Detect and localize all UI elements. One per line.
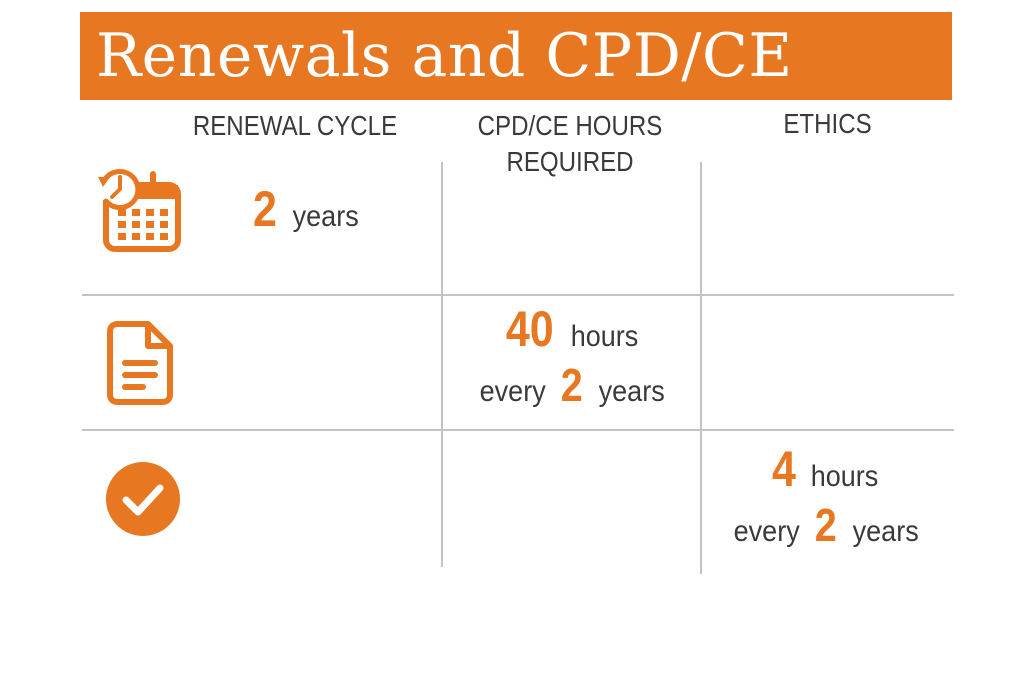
horizontal-divider-1 (82, 294, 954, 296)
ethics-period-unit: years (852, 515, 919, 548)
renewal-years-number: 2 (253, 181, 278, 237)
title-banner: Renewals and CPD/CE (80, 12, 952, 100)
calendar-clock-icon (98, 169, 181, 252)
cpd-period-unit: years (598, 375, 665, 408)
cpd-hours-unit: hours (571, 320, 639, 353)
checkmark-circle-icon (106, 462, 180, 536)
page-title: Renewals and CPD/CE (96, 21, 793, 91)
vertical-divider-1 (441, 162, 443, 567)
renewal-cycle-value: 2 years (222, 180, 392, 238)
column-header-renewal-cycle: RENEWAL CYCLE (192, 110, 398, 141)
renewal-years-unit: years (292, 200, 359, 233)
column-header-ethics: ETHICS (783, 108, 872, 139)
cpd-hours-number: 40 (505, 301, 554, 357)
document-icon (107, 321, 173, 405)
ethics-period-number: 2 (814, 499, 838, 551)
horizontal-divider-2 (82, 429, 954, 431)
ethics-hours-value: 4 hours every 2 years (708, 440, 944, 552)
cpd-hours-value: 40 hours every 2 years (452, 300, 692, 412)
vertical-divider-2 (700, 162, 702, 574)
cpd-period-number: 2 (560, 359, 584, 411)
ethics-hours-unit: hours (811, 460, 879, 493)
ethics-hours-number: 4 (771, 441, 796, 497)
column-header-cpd-hours: CPD/CE HOURS REQUIRED (477, 110, 663, 177)
cpd-every-label: every (479, 375, 546, 408)
ethics-every-label: every (733, 515, 800, 548)
